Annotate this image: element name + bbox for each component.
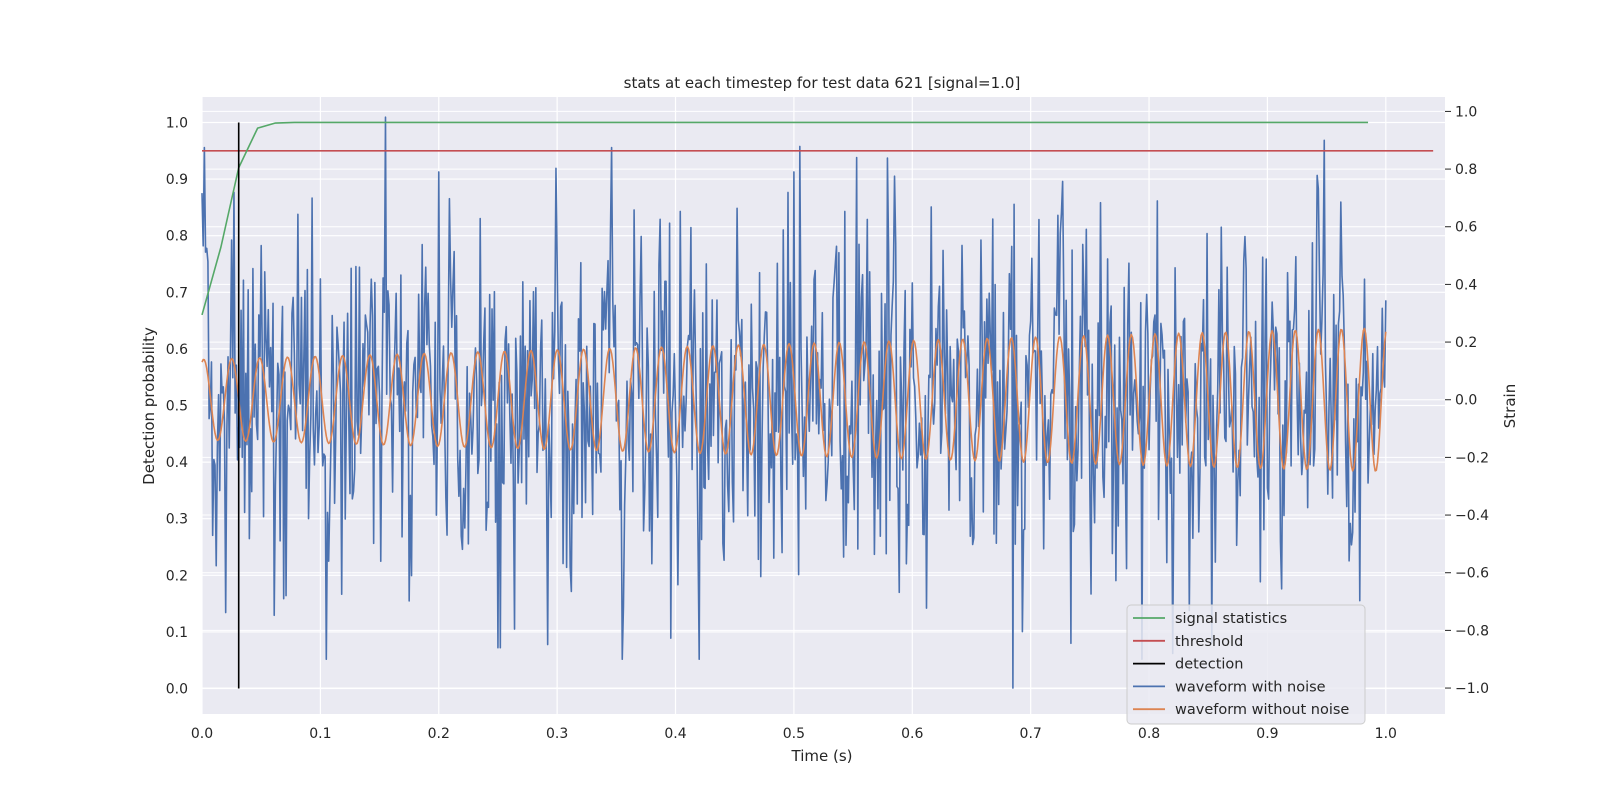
legend-label: waveform with noise bbox=[1175, 679, 1326, 695]
x-tick-label: 0.5 bbox=[783, 726, 805, 742]
y2-tick-label: −0.4 bbox=[1455, 508, 1489, 524]
legend: signal statistics threshold detection wavef… bbox=[1126, 604, 1366, 725]
x-tick-label: 0.9 bbox=[1256, 726, 1278, 742]
y-tick-label: 0.0 bbox=[166, 682, 188, 698]
y2-tick-label: −0.6 bbox=[1455, 566, 1489, 582]
x-tick-label: 0.1 bbox=[309, 726, 331, 742]
y2-tick-label: 1.0 bbox=[1455, 104, 1477, 120]
y2-tick-label: 0.2 bbox=[1455, 335, 1477, 351]
y-tick-label: 0.6 bbox=[166, 342, 188, 358]
x-tick-label: 0.7 bbox=[1020, 726, 1042, 742]
y2-tick-label: 0.4 bbox=[1455, 277, 1477, 293]
y2-tick-label: 0.0 bbox=[1455, 393, 1477, 409]
y-tick-label: 0.1 bbox=[166, 625, 188, 641]
x-tick-label: 0.3 bbox=[546, 726, 568, 742]
y2-tick-label: 0.8 bbox=[1455, 162, 1477, 178]
ticks: 0.0 0.1 0.2 0.3 0.4 0.5 0.6 0.7 0.8 0.9 1.0 0.0 0.1 0… bbox=[166, 104, 1489, 742]
legend-label: threshold bbox=[1175, 634, 1243, 650]
y-tick-label: 0.7 bbox=[166, 285, 188, 301]
chart-title: stats at each timestep for test data 621… bbox=[624, 74, 1021, 92]
y-tick-label: 0.9 bbox=[166, 172, 188, 188]
y-tick-label: 0.5 bbox=[166, 399, 188, 415]
x-tick-label: 0.6 bbox=[901, 726, 923, 742]
legend-label: waveform without noise bbox=[1175, 702, 1349, 718]
legend-label: signal statistics bbox=[1175, 611, 1287, 627]
x-tick-label: 0.2 bbox=[428, 726, 450, 742]
series-waveform-with-noise bbox=[201, 116, 1387, 689]
y-axis-label: Detection probability bbox=[140, 327, 158, 485]
y-tick-label: 0.2 bbox=[166, 568, 188, 584]
y-tick-label: 0.8 bbox=[166, 229, 188, 245]
y2-tick-label: −0.8 bbox=[1455, 623, 1489, 639]
legend-box bbox=[1126, 604, 1366, 725]
x-tick-label: 0.0 bbox=[191, 726, 213, 742]
y-tick-label: 1.0 bbox=[166, 115, 188, 131]
y-tick-label: 0.4 bbox=[166, 455, 188, 471]
legend-label: detection bbox=[1175, 657, 1243, 673]
x-tick-label: 1.0 bbox=[1375, 726, 1397, 742]
series-layer bbox=[201, 116, 1434, 689]
y2-tick-label: 0.6 bbox=[1455, 220, 1477, 236]
y-tick-label: 0.3 bbox=[166, 512, 188, 528]
y2-tick-label: −0.2 bbox=[1455, 450, 1489, 466]
x-tick-label: 0.4 bbox=[664, 726, 686, 742]
series-waveform-without-noise bbox=[201, 327, 1387, 472]
series-signal-statistics bbox=[201, 121, 1369, 316]
y2-axis-label: Strain bbox=[1501, 384, 1519, 428]
y2-tick-label: −1.0 bbox=[1455, 681, 1489, 697]
x-tick-label: 0.8 bbox=[1138, 726, 1160, 742]
x-axis-label: Time (s) bbox=[791, 747, 853, 765]
